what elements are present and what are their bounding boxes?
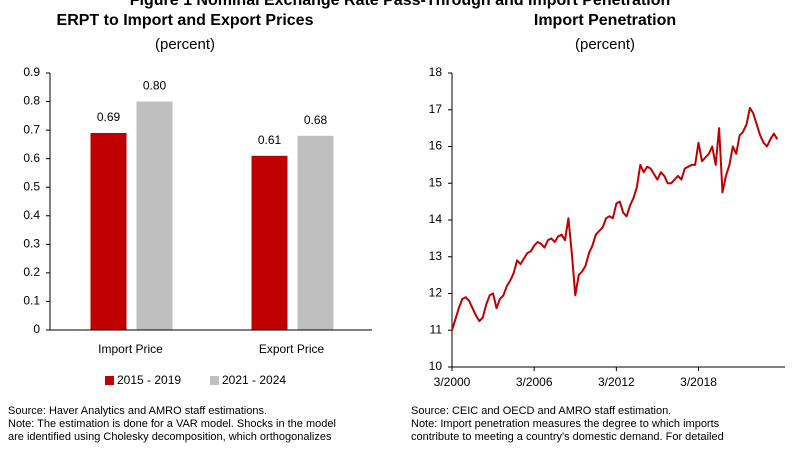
y-tick-label: 17	[429, 102, 443, 116]
bar	[136, 101, 173, 330]
legend-swatch	[210, 376, 219, 385]
data-label: 0.68	[304, 113, 328, 127]
y-tick-label: 0.4	[23, 208, 40, 222]
y-tick-label: 18	[429, 65, 443, 79]
y-tick-label: 0.2	[23, 265, 40, 279]
x-tick-label: 3/2018	[680, 375, 717, 389]
y-tick-label: 11	[430, 322, 443, 336]
note: Note: Import penetration measures the de…	[411, 418, 720, 430]
y-tick-label: 0.7	[23, 122, 40, 136]
chart-subtitle: (percent)	[575, 36, 635, 53]
chart-title: ERPT to Import and Export Prices	[57, 12, 314, 29]
note: are identified using Cholesky decomposit…	[8, 431, 332, 443]
y-tick-label: 16	[429, 139, 443, 153]
bar	[251, 155, 288, 330]
y-tick-label: 0.9	[23, 65, 40, 79]
y-tick-label: 0.1	[23, 294, 40, 308]
bar	[297, 135, 334, 330]
note: contribute to meeting a country's domest…	[411, 431, 724, 443]
y-tick-label: 13	[429, 249, 443, 263]
chart-title: Import Penetration	[534, 12, 676, 29]
y-tick-label: 0.6	[23, 151, 40, 165]
source: Source: CEIC and OECD and AMRO staff est…	[411, 405, 671, 417]
y-tick-label: 14	[429, 212, 443, 226]
y-tick-label: 0.8	[23, 94, 40, 108]
data-label: 0.61	[258, 133, 282, 147]
x-tick-label: 3/2006	[516, 375, 553, 389]
legend-label: 2015 - 2019	[117, 373, 181, 387]
y-tick-label: 10	[429, 359, 443, 373]
line	[451, 106, 779, 331]
note: Note: The estimation is done for a VAR m…	[8, 418, 336, 430]
bar	[90, 132, 127, 330]
data-label: 0.80	[143, 79, 167, 93]
y-tick-label: 0.3	[23, 237, 40, 251]
x-tick-label: Export Price	[259, 342, 325, 356]
y-tick-label: 15	[429, 175, 443, 189]
y-tick-label: 0	[33, 322, 40, 336]
legend-swatch	[105, 376, 114, 385]
y-tick-label: 0.5	[23, 179, 40, 193]
data-label: 0.69	[97, 110, 121, 124]
x-tick-label: 3/2012	[598, 375, 635, 389]
x-tick-label: Import Price	[98, 342, 163, 356]
legend-label: 2021 - 2024	[222, 373, 286, 387]
y-tick-label: 12	[429, 286, 443, 300]
figure-title: Figure 1 Nominal Exchange Rate Pass-Thro…	[130, 0, 671, 9]
chart-subtitle: (percent)	[155, 36, 215, 53]
source: Source: Haver Analytics and AMRO staff e…	[8, 405, 267, 417]
x-tick-label: 3/2000	[434, 375, 471, 389]
